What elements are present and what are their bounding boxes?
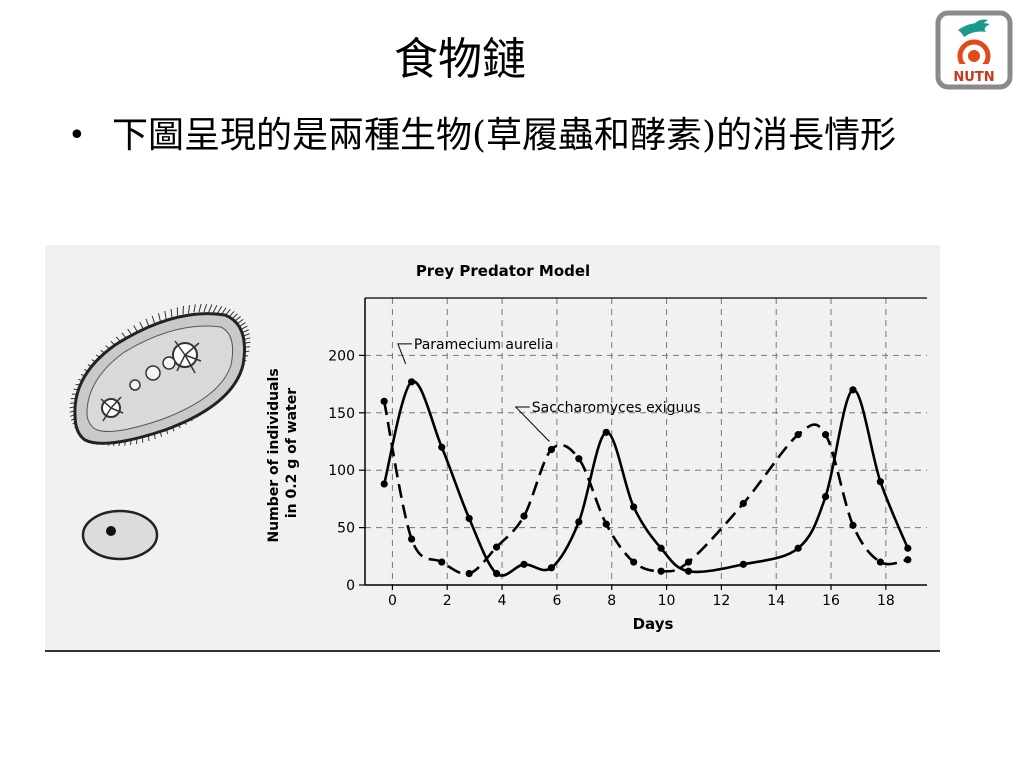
data-point: [739, 499, 747, 508]
data-point: [794, 544, 802, 552]
y-tick-label: 100: [328, 463, 355, 479]
bullet-item: 下圖呈現的是兩種生物(草履蟲和酵素)的消長情形: [112, 115, 897, 156]
series-label-leader: [514, 406, 550, 442]
data-point: [739, 560, 747, 568]
nutn-logo: NUTN: [934, 10, 1014, 90]
figure-panel: Prey Predator Model 0 50 100 150 200 0 2 4 6 8 10…: [45, 245, 940, 652]
data-point: [684, 558, 693, 566]
data-point: [547, 445, 556, 454]
cilium: [158, 313, 161, 322]
data-point: [547, 564, 556, 572]
data-point: [465, 514, 473, 523]
data-point: [602, 428, 610, 436]
series-line-paramecium: [382, 380, 910, 577]
cilium: [188, 304, 190, 314]
data-point: [438, 558, 446, 566]
data-point: [821, 493, 830, 501]
data-point: [904, 556, 912, 564]
data-point: [408, 535, 416, 543]
x-axis-label: Days: [633, 615, 674, 633]
cilium: [170, 308, 173, 318]
x-tick-label: 10: [658, 593, 676, 609]
x-tick-label: 6: [552, 593, 561, 609]
series-line-saccharomyces: [382, 401, 909, 576]
x-tick-label: 14: [767, 593, 785, 609]
cilium: [145, 318, 150, 327]
x-tick-label: 12: [712, 593, 730, 609]
cilium: [208, 304, 213, 313]
data-point: [492, 543, 501, 551]
data-point: [575, 455, 583, 463]
data-point: [380, 397, 388, 405]
cilium: [212, 304, 218, 313]
series-label-paramecium: Paramecium aurelia: [414, 337, 553, 353]
x-axis-ticks: 0 2 4 6 8 10 12 14 16 18: [388, 585, 895, 609]
data-point: [876, 478, 884, 486]
bullet-marker: •: [68, 118, 86, 153]
data-point: [520, 512, 528, 520]
data-point: [657, 567, 665, 575]
data-point: [876, 558, 884, 566]
data-point: [408, 378, 416, 386]
data-point: [630, 503, 638, 511]
data-point: [794, 431, 802, 439]
data-point: [438, 443, 446, 451]
slide-title: 食物鏈: [394, 34, 526, 85]
data-point: [465, 569, 473, 578]
y-tick-label: 200: [328, 348, 355, 364]
y-axis-label-line-1: Number of individuals: [266, 368, 282, 542]
data-point: [492, 569, 501, 578]
y-axis-label: Number of individuals in 0.2 g of water: [266, 363, 300, 542]
x-tick-label: 2: [443, 593, 452, 609]
data-point: [602, 520, 610, 528]
x-tick-label: 4: [498, 593, 507, 609]
cilium: [203, 303, 208, 313]
x-tick-label: 0: [388, 593, 397, 609]
data-point: [849, 521, 857, 529]
data-point: [657, 544, 665, 552]
chart-series: Paramecium aurelia Saccharomyces exiguus: [380, 337, 912, 578]
cilium: [217, 305, 223, 314]
y-axis-label-line-2: in 0.2 g of water: [284, 388, 300, 518]
chart-axes: [364, 297, 927, 586]
paramecium-illustration: [69, 303, 251, 447]
data-point: [575, 518, 583, 526]
data-point: [821, 431, 830, 439]
y-axis-ticks: 0 50 100 150 200: [328, 348, 365, 594]
chart-title: Prey Predator Model: [416, 262, 590, 280]
x-tick-label: 16: [822, 593, 840, 609]
series-label-leader: [397, 343, 412, 364]
y-tick-label: 50: [337, 521, 355, 537]
bird-sun-logo-icon: NUTN: [935, 10, 1013, 90]
logo-text: NUTN: [953, 70, 994, 85]
cilium: [198, 303, 202, 313]
x-tick-label: 8: [607, 593, 616, 609]
yeast-cell-illustration: [81, 509, 159, 561]
prey-predator-chart: Prey Predator Model 0 50 100 150 200 0 2 4 6 8 10…: [266, 262, 927, 633]
x-tick-label: 18: [877, 593, 895, 609]
data-point: [520, 560, 528, 568]
data-point: [849, 386, 857, 394]
series-label-saccharomyces: Saccharomyces exiguus: [532, 400, 701, 416]
data-point: [684, 567, 693, 575]
data-point: [630, 558, 638, 566]
y-tick-label: 0: [346, 578, 355, 594]
cilium: [193, 304, 196, 313]
figure-svg: Prey Predator Model 0 50 100 150 200 0 2 4 6 8 10…: [69, 262, 927, 633]
data-point: [904, 544, 912, 552]
data-point: [380, 480, 388, 488]
cilium: [164, 310, 167, 320]
y-tick-label: 150: [328, 406, 355, 422]
cilium: [151, 315, 156, 324]
